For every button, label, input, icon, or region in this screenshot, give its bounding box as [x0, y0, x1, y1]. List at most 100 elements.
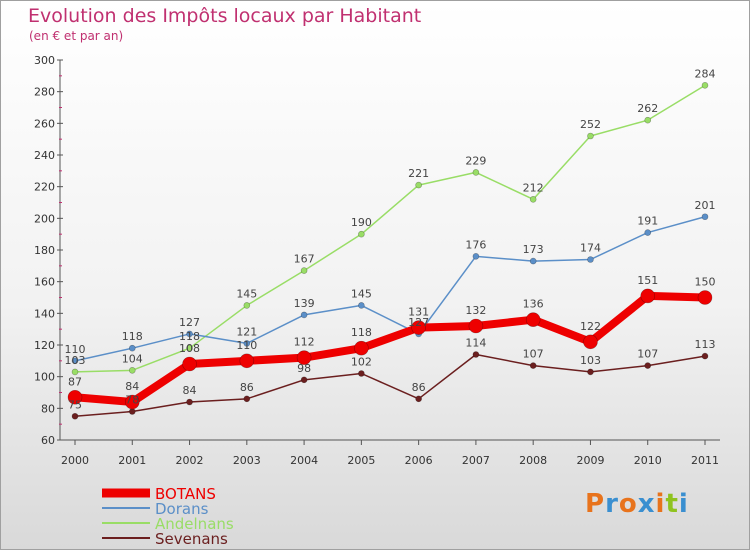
data-point-dorans	[243, 340, 251, 347]
y-tick-label: 120	[34, 339, 55, 352]
chart-subtitle: (en € et par an)	[29, 29, 124, 43]
data-point-botans	[640, 288, 656, 304]
data-point-andelnans	[472, 169, 480, 176]
y-tick-label: 160	[34, 276, 55, 289]
data-label-sevenans: 103	[580, 354, 601, 367]
data-point-andelnans	[644, 116, 652, 124]
data-label-botans: 151	[637, 274, 658, 287]
data-point-sevenans	[701, 352, 709, 360]
x-tick-label: 2007	[462, 454, 490, 467]
x-tick-label: 2010	[634, 454, 662, 467]
data-label-sevenans: 102	[351, 356, 372, 369]
data-label-andelnans: 118	[179, 330, 200, 343]
x-tick-label: 2008	[519, 454, 547, 467]
data-label-botans: 118	[351, 326, 372, 339]
data-label-andelnans: 229	[465, 154, 486, 167]
data-label-andelnans: 284	[695, 67, 716, 80]
data-label-dorans: 110	[65, 343, 86, 356]
data-label-sevenans: 114	[465, 337, 486, 350]
data-point-sevenans	[128, 408, 136, 415]
chart-title: Evolution des Impôts locaux par Habitant	[28, 5, 422, 27]
legend-label-botans: BOTANS	[155, 485, 216, 503]
data-label-dorans: 127	[408, 316, 429, 329]
data-point-andelnans	[587, 132, 594, 140]
data-point-andelnans	[128, 367, 136, 374]
data-point-andelnans	[415, 181, 422, 189]
data-point-dorans	[186, 330, 193, 338]
data-label-botans: 87	[68, 375, 82, 388]
x-tick-label: 2006	[405, 454, 433, 467]
data-point-botans	[239, 353, 255, 369]
data-label-botans: 150	[695, 276, 716, 289]
data-label-sevenans: 86	[412, 381, 426, 394]
x-tick-label: 2002	[176, 454, 204, 467]
data-point-andelnans	[300, 267, 308, 274]
logo-letter: t	[665, 489, 679, 519]
data-label-andelnans: 103	[65, 354, 86, 367]
data-point-botans	[124, 394, 140, 410]
data-point-andelnans	[186, 344, 193, 352]
legend-label-dorans: Dorans	[155, 500, 209, 518]
legend-label-andelnans: Andelnans	[155, 515, 234, 533]
data-label-botans: 110	[236, 339, 257, 352]
y-tick-label: 300	[34, 54, 55, 67]
y-tick-label: 260	[34, 117, 55, 130]
data-point-botans	[354, 340, 369, 356]
data-label-botans: 112	[294, 336, 315, 349]
data-label-andelnans: 104	[122, 352, 143, 365]
y-tick-label: 240	[34, 149, 55, 162]
data-label-sevenans: 75	[68, 398, 82, 411]
data-label-dorans: 139	[294, 297, 315, 310]
data-label-dorans: 121	[236, 325, 257, 338]
y-tick-label: 200	[34, 212, 55, 225]
data-label-dorans: 118	[122, 330, 143, 343]
data-point-sevenans	[300, 376, 308, 384]
data-point-sevenans	[243, 395, 251, 403]
data-point-sevenans	[587, 368, 594, 376]
data-label-andelnans: 145	[236, 287, 257, 300]
data-point-dorans	[128, 344, 136, 352]
data-point-andelnans	[529, 196, 537, 203]
y-tick-label: 60	[41, 434, 55, 447]
data-point-dorans	[71, 357, 79, 365]
data-point-sevenans	[472, 351, 480, 358]
data-label-sevenans: 107	[637, 348, 658, 361]
y-tick-label: 100	[34, 371, 55, 384]
x-tick-label: 2005	[347, 454, 375, 467]
data-label-andelnans: 212	[523, 181, 544, 194]
series-line-dorans	[74, 216, 706, 362]
x-tick-label: 2009	[576, 454, 604, 467]
data-point-botans	[182, 356, 197, 372]
data-point-sevenans	[186, 398, 193, 406]
data-point-sevenans	[529, 362, 537, 369]
data-point-andelnans	[71, 368, 79, 376]
data-label-dorans: 145	[351, 287, 372, 300]
logo-letter: i	[678, 489, 689, 519]
data-label-andelnans: 167	[294, 253, 315, 266]
data-point-sevenans	[358, 370, 365, 377]
data-point-dorans	[644, 229, 652, 236]
proxiti-logo: Proxiti	[585, 489, 689, 519]
data-label-sevenans: 113	[695, 338, 716, 351]
data-label-dorans: 176	[465, 238, 486, 251]
data-label-botans: 108	[179, 342, 200, 355]
data-point-andelnans	[358, 230, 365, 238]
y-tick-label: 280	[34, 86, 55, 99]
y-tick-label: 220	[34, 181, 55, 194]
x-tick-label: 2000	[61, 454, 89, 467]
data-label-botans: 132	[465, 304, 486, 317]
series-line-andelnans	[74, 84, 706, 373]
data-point-dorans	[587, 256, 594, 263]
data-label-dorans: 173	[523, 243, 544, 256]
data-point-andelnans	[243, 302, 251, 309]
data-label-dorans: 127	[179, 316, 200, 329]
logo-letter: o	[618, 489, 638, 519]
logo-letter: i	[655, 489, 666, 519]
x-tick-label: 2011	[691, 454, 719, 467]
data-label-dorans: 201	[695, 199, 716, 212]
data-label-sevenans: 78	[125, 394, 139, 407]
data-label-sevenans: 107	[523, 348, 544, 361]
x-tick-label: 2003	[233, 454, 261, 467]
